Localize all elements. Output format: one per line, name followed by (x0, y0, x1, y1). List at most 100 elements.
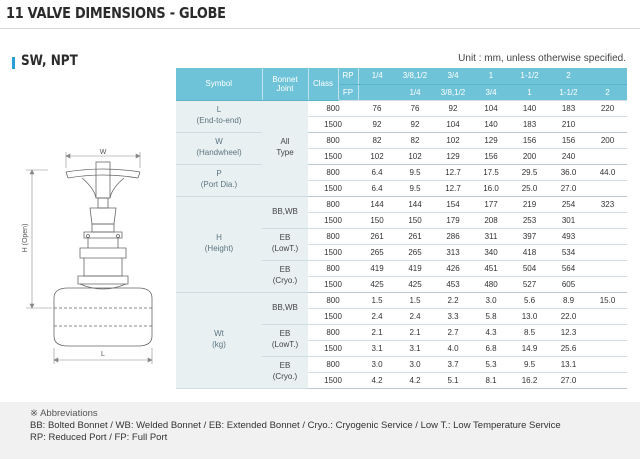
bonnet-joint-label: (Cryo.) (272, 276, 298, 285)
title-divider (0, 28, 640, 29)
value-cell: 564 (549, 260, 588, 277)
value-cell: 301 (549, 212, 588, 229)
unit-note: Unit : mm, unless otherwise specified. (458, 53, 626, 64)
class-cell: 800 (308, 324, 358, 341)
class-cell: 1500 (308, 276, 358, 293)
value-cell: 36.0 (549, 164, 588, 181)
table-row: L (End-to-end) All Type 800 76 76 92 104 140 183 22… (176, 100, 627, 197)
class-cell: 800 (308, 260, 358, 277)
table-row: 1500 265 265 313 340 418 534 (176, 244, 627, 261)
table-row: Wt (kg) BB,WB 800 1.5 1.5 2.2 3.0 5.6 8.9 15.0 (176, 292, 627, 389)
value-cell: 493 (549, 228, 588, 245)
value-cell: 183 (549, 100, 588, 117)
value-cell (588, 260, 627, 277)
class-cell: 1500 (308, 148, 358, 165)
symbol-code: L (216, 105, 222, 115)
value-cell (588, 212, 627, 229)
value-cell: 76 (358, 100, 396, 117)
value-cell (588, 372, 627, 389)
value-cell: 220 (588, 100, 627, 117)
section-marker (12, 57, 15, 69)
table-row: EB (Cryo.) 800 419 419 426 451 504 564 (176, 260, 627, 293)
value-cell: 2.2 (434, 292, 472, 309)
value-cell: 2.4 (396, 308, 434, 325)
class-cell: 800 (308, 132, 358, 149)
value-cell (588, 324, 627, 341)
symbol-code: W (215, 137, 223, 147)
value-cell (588, 340, 627, 357)
value-cell: 183 (510, 116, 549, 133)
header-joint-label: Joint (276, 83, 294, 93)
header-fp: FP (338, 84, 359, 101)
globe-valve-drawing: W H (Open) L (22, 149, 153, 364)
bonnet-joint-label: BB,WB (272, 302, 298, 312)
value-cell: 12.7 (434, 180, 472, 197)
header-bonnet-label: Bonnet (272, 74, 298, 84)
header-rp-size (588, 68, 627, 85)
symbol-description: (Height) (204, 244, 234, 253)
table-row: 1500 150 150 179 208 253 301 (176, 212, 627, 229)
value-cell (588, 356, 627, 373)
value-cell: 4.3 (472, 324, 510, 341)
value-cell: 102 (396, 148, 434, 165)
header-fp-size (358, 84, 396, 101)
value-cell: 13.1 (549, 356, 588, 373)
table-row: EB (Cryo.) 800 3.0 3.0 3.7 5.3 9.5 13.1 (176, 356, 627, 389)
value-cell: 2.7 (434, 324, 472, 341)
value-cell: 140 (510, 100, 549, 117)
value-cell: 102 (434, 132, 472, 149)
value-cell: 82 (396, 132, 434, 149)
value-cell: 129 (434, 148, 472, 165)
bonnet-joint-label: All (280, 137, 290, 147)
symbol-description: (kg) (212, 340, 226, 349)
value-cell: 150 (396, 212, 434, 229)
class-cell: 1500 (308, 212, 358, 229)
header-rp-size: 3/4 (434, 68, 472, 85)
value-cell: 5.1 (434, 372, 472, 389)
class-cell: 800 (308, 228, 358, 245)
header-row-rp: Symbol Bonnet Joint Class RP 1/4 3/8,1/2… (176, 68, 627, 101)
value-cell: 1.5 (396, 292, 434, 309)
value-cell: 261 (396, 228, 434, 245)
value-cell: 179 (434, 212, 472, 229)
value-cell: 253 (510, 212, 549, 229)
value-cell: 534 (549, 244, 588, 261)
value-cell: 3.7 (434, 356, 472, 373)
value-cell: 3.0 (472, 292, 510, 309)
value-cell: 2.1 (396, 324, 434, 341)
value-cell: 156 (510, 132, 549, 149)
value-cell: 265 (396, 244, 434, 261)
value-cell: 4.2 (396, 372, 434, 389)
table-row: 1500 92 92 104 140 183 210 (176, 116, 627, 133)
value-cell: 254 (549, 196, 588, 213)
value-cell: 22.0 (549, 308, 588, 325)
value-cell: 92 (358, 116, 396, 133)
value-cell: 527 (510, 276, 549, 293)
value-cell (588, 308, 627, 325)
table-row: 1500 3.1 3.1 4.0 6.8 14.9 25.6 (176, 340, 627, 357)
value-cell: 16.2 (510, 372, 549, 389)
value-cell: 313 (434, 244, 472, 261)
value-cell: 92 (434, 100, 472, 117)
drawing-w-label: W (100, 149, 107, 156)
value-cell: 140 (472, 116, 510, 133)
value-cell: 27.0 (549, 372, 588, 389)
value-cell: 150 (358, 212, 396, 229)
value-cell: 5.3 (472, 356, 510, 373)
value-cell: 200 (510, 148, 549, 165)
value-cell: 129 (472, 132, 510, 149)
value-cell: 156 (549, 132, 588, 149)
bonnet-joint-label: Type (276, 148, 294, 157)
value-cell: 425 (358, 276, 396, 293)
header-class: Class (308, 68, 339, 101)
value-cell: 17.5 (472, 164, 510, 181)
class-cell: 800 (308, 100, 358, 117)
value-cell: 3.0 (358, 356, 396, 373)
value-cell: 418 (510, 244, 549, 261)
bonnet-joint-label: (LowT.) (271, 340, 299, 349)
value-cell: 76 (396, 100, 434, 117)
value-cell: 451 (472, 260, 510, 277)
value-cell: 4.2 (358, 372, 396, 389)
symbol-code: Wt (214, 329, 224, 339)
header-fp-size: 3/8,1/2 (434, 84, 472, 101)
